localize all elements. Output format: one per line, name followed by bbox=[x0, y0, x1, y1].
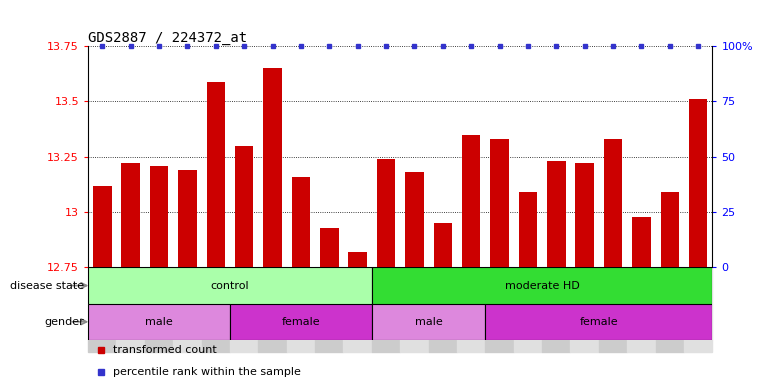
Bar bbox=[178, 170, 197, 268]
Bar bbox=[656, 268, 684, 352]
Bar bbox=[320, 228, 339, 268]
Text: GDS2887 / 224372_at: GDS2887 / 224372_at bbox=[88, 31, 247, 45]
Bar bbox=[575, 164, 594, 268]
Text: disease state: disease state bbox=[10, 281, 84, 291]
Text: transformed count: transformed count bbox=[113, 345, 217, 355]
Text: male: male bbox=[414, 317, 443, 327]
Bar bbox=[457, 268, 486, 352]
Bar bbox=[88, 268, 372, 304]
Bar bbox=[88, 268, 116, 352]
Bar bbox=[599, 268, 627, 352]
Bar bbox=[660, 192, 679, 268]
Text: percentile rank within the sample: percentile rank within the sample bbox=[113, 367, 301, 377]
Bar bbox=[547, 161, 565, 268]
Bar bbox=[604, 139, 622, 268]
Bar bbox=[486, 268, 514, 352]
Bar bbox=[315, 268, 343, 352]
Bar bbox=[258, 268, 286, 352]
Bar bbox=[286, 268, 315, 352]
Text: moderate HD: moderate HD bbox=[505, 281, 580, 291]
Bar bbox=[490, 139, 509, 268]
Bar bbox=[343, 268, 372, 352]
Bar bbox=[88, 304, 230, 340]
Bar bbox=[429, 268, 457, 352]
Bar bbox=[230, 268, 258, 352]
Bar bbox=[401, 268, 429, 352]
Bar bbox=[93, 185, 112, 268]
Bar bbox=[434, 223, 452, 268]
Text: female: female bbox=[580, 317, 618, 327]
Bar bbox=[230, 304, 372, 340]
Bar bbox=[462, 135, 480, 268]
Bar bbox=[372, 304, 486, 340]
Bar bbox=[632, 217, 650, 268]
Bar bbox=[514, 268, 542, 352]
Bar bbox=[207, 81, 225, 268]
Bar bbox=[684, 268, 712, 352]
Bar bbox=[542, 268, 571, 352]
Bar bbox=[486, 304, 712, 340]
Bar bbox=[201, 268, 230, 352]
Bar bbox=[150, 166, 169, 268]
Bar bbox=[689, 99, 708, 268]
Bar bbox=[116, 268, 145, 352]
Bar bbox=[372, 268, 401, 352]
Bar bbox=[264, 68, 282, 268]
Text: female: female bbox=[282, 317, 320, 327]
Bar bbox=[405, 172, 424, 268]
Bar bbox=[235, 146, 254, 268]
Bar bbox=[292, 177, 310, 268]
Bar bbox=[349, 252, 367, 268]
Text: gender: gender bbox=[44, 317, 84, 327]
Bar bbox=[145, 268, 173, 352]
Bar bbox=[519, 192, 537, 268]
Bar bbox=[122, 164, 140, 268]
Bar bbox=[372, 268, 712, 304]
Bar bbox=[571, 268, 599, 352]
Text: control: control bbox=[211, 281, 249, 291]
Bar bbox=[627, 268, 656, 352]
Text: male: male bbox=[146, 317, 173, 327]
Bar bbox=[377, 159, 395, 268]
Bar bbox=[173, 268, 201, 352]
